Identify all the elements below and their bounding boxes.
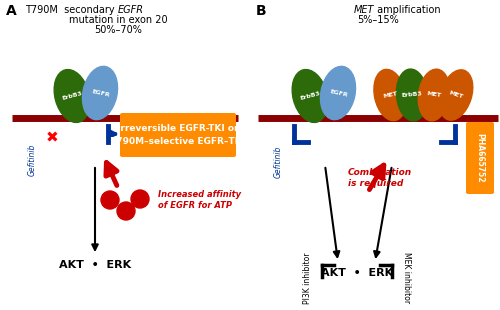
FancyBboxPatch shape	[120, 113, 236, 157]
Text: ErbB3: ErbB3	[61, 91, 83, 101]
Text: PHA665752: PHA665752	[476, 133, 484, 183]
Text: AKT  •  ERK: AKT • ERK	[59, 260, 131, 270]
Text: AKT  •  ERK: AKT • ERK	[321, 268, 393, 278]
Text: EGFR: EGFR	[330, 89, 348, 97]
Text: PI3K inhibitor: PI3K inhibitor	[304, 252, 312, 304]
Text: mutation in exon 20: mutation in exon 20	[68, 15, 168, 25]
Text: A: A	[6, 4, 17, 18]
Text: MET: MET	[382, 91, 398, 99]
Text: EGFR: EGFR	[92, 89, 110, 97]
Text: MEK inhibitor: MEK inhibitor	[402, 252, 410, 303]
Text: Gefitinib: Gefitinib	[28, 144, 36, 176]
Text: 5%–15%: 5%–15%	[357, 15, 399, 25]
Text: ErbB3: ErbB3	[299, 91, 321, 101]
Text: EGFR: EGFR	[118, 5, 144, 15]
Ellipse shape	[320, 66, 356, 120]
FancyBboxPatch shape	[466, 122, 494, 194]
Ellipse shape	[418, 69, 450, 121]
Ellipse shape	[396, 69, 428, 121]
Ellipse shape	[439, 70, 473, 120]
Text: T790M  secondary: T790M secondary	[25, 5, 118, 15]
Text: 50%–70%: 50%–70%	[94, 25, 142, 35]
Text: ✖: ✖	[46, 131, 59, 145]
Text: MET: MET	[426, 91, 442, 99]
Text: Increased affinity
of EGFR for ATP: Increased affinity of EGFR for ATP	[158, 190, 241, 210]
Text: ErbB3: ErbB3	[402, 91, 422, 98]
Ellipse shape	[292, 69, 328, 122]
Text: Gefitinib: Gefitinib	[274, 146, 282, 178]
Ellipse shape	[82, 66, 118, 120]
Text: amplification: amplification	[374, 5, 440, 15]
Text: B: B	[256, 4, 266, 18]
Text: MET: MET	[354, 5, 374, 15]
Text: Irreversible EGFR-TKI or
T790M–selective EGFR–TKI: Irreversible EGFR-TKI or T790M–selective…	[110, 124, 246, 146]
Text: Combination
is required: Combination is required	[348, 168, 412, 188]
Ellipse shape	[374, 69, 406, 121]
Circle shape	[117, 202, 135, 220]
Circle shape	[131, 190, 149, 208]
Ellipse shape	[54, 69, 90, 122]
Circle shape	[101, 191, 119, 209]
Text: MET: MET	[448, 90, 464, 100]
